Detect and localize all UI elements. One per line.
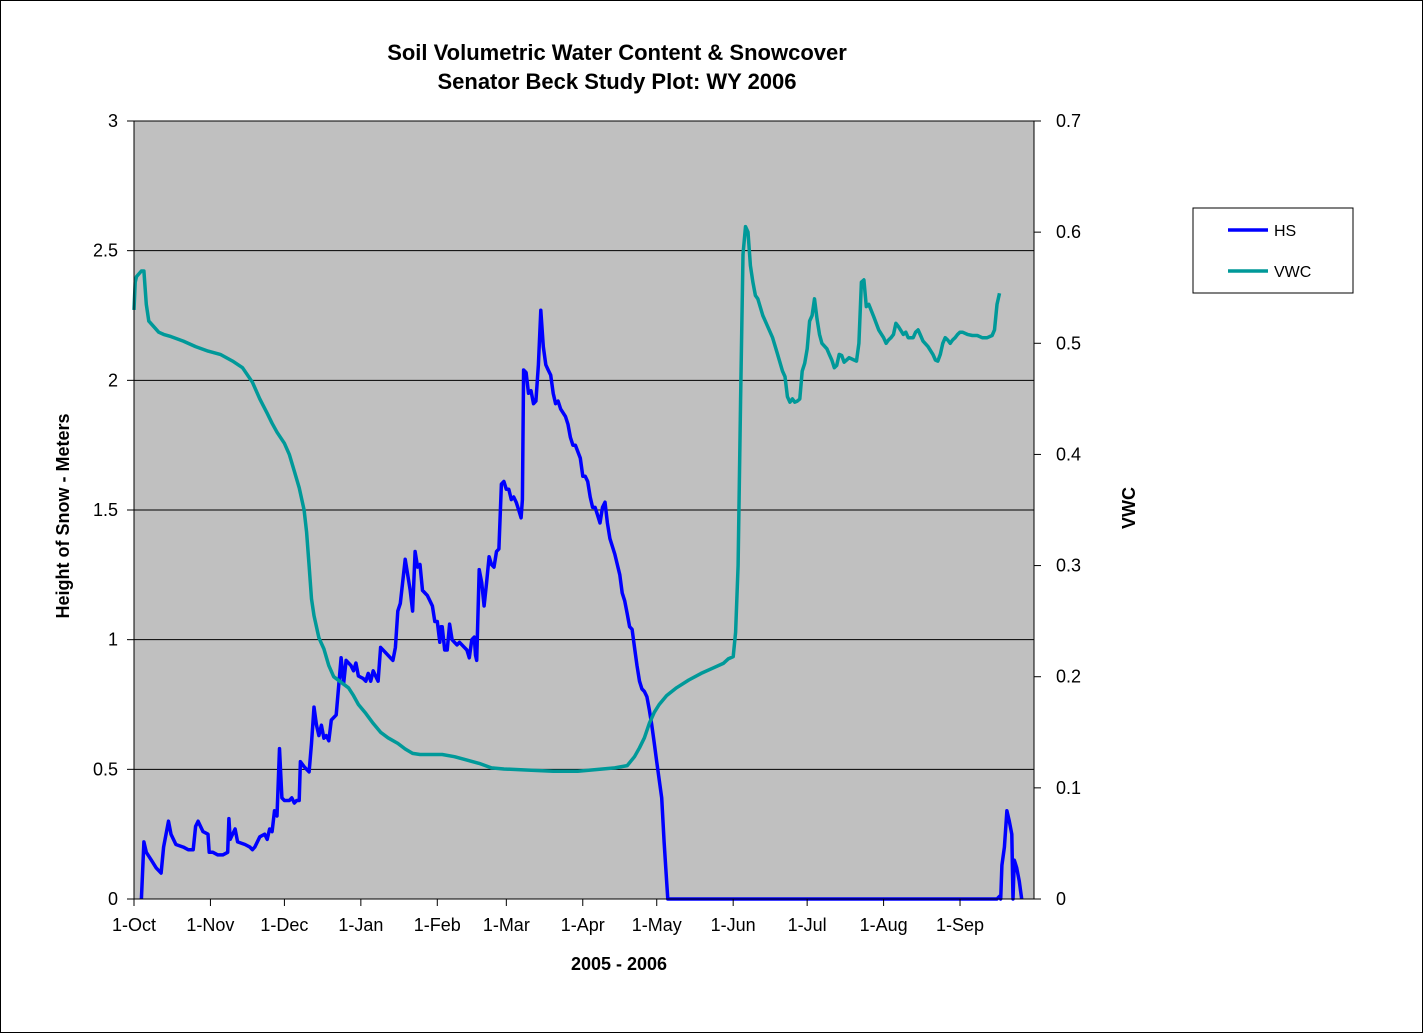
y2-tick-label: 0.7 [1056, 111, 1081, 131]
y-tick-label: 1.5 [93, 500, 118, 520]
y2-tick-label: 0.3 [1056, 556, 1081, 576]
x-tick-label: 1-Apr [561, 915, 605, 935]
y2-tick-label: 0 [1056, 889, 1066, 909]
legend-label-vwc: VWC [1274, 264, 1311, 281]
y-tick-label: 3 [108, 111, 118, 131]
axes-layer [127, 120, 1041, 906]
x-tick-label: 1-Aug [860, 915, 908, 935]
y2-tick-label: 0.5 [1056, 333, 1081, 353]
legend-box [1192, 207, 1354, 294]
x-axis-title: 2005 - 2006 [571, 954, 667, 974]
y2-tick-label: 0.6 [1056, 222, 1081, 242]
x-tick-label: 1-Jan [338, 915, 383, 935]
y2-tick-label: 0.1 [1056, 778, 1081, 798]
y2-tick-label: 0.4 [1056, 444, 1081, 464]
x-tick-label: 1-Jul [788, 915, 827, 935]
y-axis-title: Height of Snow - Meters [53, 413, 73, 618]
series-layer [132, 224, 1024, 901]
legend-label-hs: HS [1274, 223, 1296, 240]
x-tick-label: 1-Feb [414, 915, 461, 935]
y-axis-tick-labels: 0 0.5 1 1.5 2 2.5 3 [93, 111, 118, 909]
legend: HS VWC [1192, 207, 1354, 294]
x-axis-tick-labels: 1-Oct 1-Nov 1-Dec 1-Jan 1-Feb 1-Mar 1-Apr 1-May… [112, 915, 984, 935]
chart-title: Soil Volumetric Water Content & Snowcove… [387, 40, 847, 65]
chart-subtitle: Senator Beck Study Plot: WY 2006 [437, 69, 796, 94]
gridlines [134, 120, 1034, 770]
y2-tick-label: 0.2 [1056, 667, 1081, 687]
y2-axis-title: VWC [1119, 487, 1139, 529]
x-tick-label: 1-Dec [260, 915, 308, 935]
x-tick-label: 1-Mar [483, 915, 530, 935]
series-line-hs [139, 308, 1024, 901]
y-tick-label: 2.5 [93, 241, 118, 261]
x-tick-label: 1-Sep [936, 915, 984, 935]
x-tick-label: 1-Nov [186, 915, 234, 935]
y-tick-label: 0.5 [93, 759, 118, 779]
y-tick-label: 0 [108, 889, 118, 909]
y-tick-label: 1 [108, 630, 118, 650]
series-line-vwc [132, 224, 1002, 773]
y-tick-label: 2 [108, 370, 118, 390]
y2-axis-tick-labels: 0 0.1 0.2 0.3 0.4 0.5 0.6 0.7 [1056, 111, 1081, 909]
x-tick-label: 1-Jun [711, 915, 756, 935]
x-tick-label: 1-Oct [112, 915, 156, 935]
x-tick-label: 1-May [632, 915, 682, 935]
